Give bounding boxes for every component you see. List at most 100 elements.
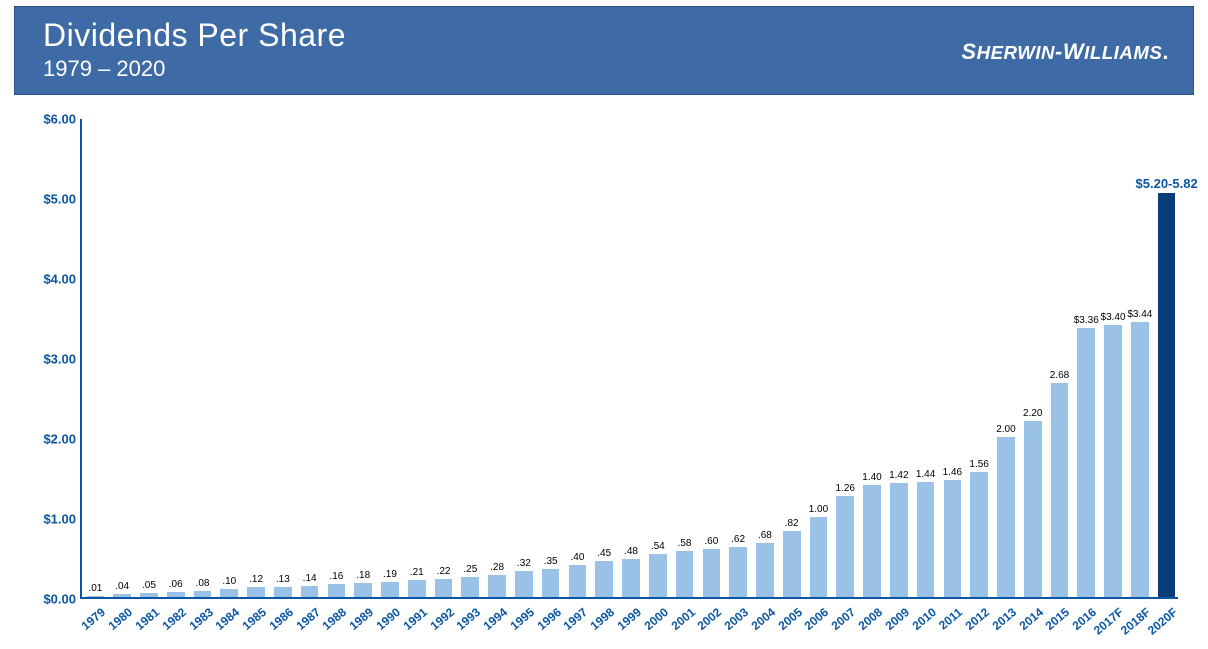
bar [970,472,988,597]
bar [756,543,774,597]
bar [917,482,935,597]
x-tick-label: 2012 [963,605,992,633]
x-tick-label: 1982 [159,605,188,633]
bar [167,592,185,597]
bar-value-label: 1.40 [862,472,881,483]
bar [354,583,372,597]
bar [1024,421,1042,597]
bar [863,485,881,597]
bar-value-label: .06 [169,579,183,590]
x-tick-label: 1986 [266,605,295,633]
x-tick-label: 2007 [829,605,858,633]
bar-value-label: .35 [544,556,558,567]
x-tick-label: 1996 [534,605,563,633]
bar [729,547,747,597]
x-tick-label: 1985 [240,605,269,633]
bar-value-label: .54 [651,541,665,552]
bar-value-label: .21 [410,567,424,578]
y-tick-label: $6.00 [20,112,76,127]
bar [381,582,399,597]
bar [595,561,613,597]
bar [488,575,506,597]
bar [328,584,346,597]
plot-area: $0.00$1.00$2.00$3.00$4.00$5.00$6.00.0119… [80,119,1178,599]
bar-value-label: $3.36 [1074,315,1099,326]
bar-value-label: .45 [597,548,611,559]
bar [113,594,131,597]
bar [1104,325,1122,597]
x-tick-label: 2017F [1091,605,1126,638]
bar-value-label: 1.46 [943,467,962,478]
bar-value-label: .04 [115,581,129,592]
bar [408,580,426,597]
bar-value-label: 1.56 [969,459,988,470]
x-tick-label: 1980 [106,605,135,633]
x-tick-label: 1994 [481,605,510,633]
x-tick-label: 1991 [400,605,429,633]
x-tick-label: 1993 [454,605,483,633]
bar-value-label: .12 [249,574,263,585]
bar [569,565,587,597]
bar [649,554,667,597]
x-tick-label: 1987 [293,605,322,633]
x-tick-label: 2000 [641,605,670,633]
x-tick-label: 1981 [132,605,161,633]
y-axis [80,119,82,599]
bar [1051,383,1069,597]
bar [836,496,854,597]
bar-value-label: .25 [463,564,477,575]
bar-value-label: .10 [222,576,236,587]
bar-value-label: .68 [758,530,772,541]
bar [194,591,212,597]
y-tick-label: $3.00 [20,352,76,367]
bar-value-label: 1.44 [916,469,935,480]
bar-value-label: 2.68 [1050,370,1069,381]
bar-value-label: $5.20-5.82 [1136,176,1198,191]
brand-text: SHERWIN-WILLIAMS [961,39,1162,64]
bar-value-label: .82 [785,518,799,529]
y-tick-label: $4.00 [20,272,76,287]
x-tick-label: 2008 [856,605,885,633]
x-tick-label: 2020F [1145,605,1180,638]
y-tick-label: $1.00 [20,512,76,527]
bar [461,577,479,597]
x-tick-label: 2001 [668,605,697,633]
bar [247,587,265,597]
bar-value-label: .19 [383,569,397,580]
bar [997,437,1015,597]
bar-value-label: 2.20 [1023,408,1042,419]
bar-value-label: .18 [356,570,370,581]
x-tick-label: 2015 [1043,605,1072,633]
bar-value-label: $3.40 [1101,312,1126,323]
x-tick-label: 2018F [1118,605,1153,638]
bar-value-label: .08 [196,578,210,589]
x-tick-label: 2003 [722,605,751,633]
bar [515,571,533,597]
bar [783,531,801,597]
bar-value-label: .58 [678,538,692,549]
bar [87,596,105,597]
x-tick-label: 1997 [561,605,590,633]
bar [301,586,319,597]
x-tick-label: 1984 [213,605,242,633]
bar-value-label: .60 [704,536,718,547]
chart-area: $0.00$1.00$2.00$3.00$4.00$5.00$6.00.0119… [20,119,1188,639]
x-tick-label: 2011 [936,605,965,632]
bar [1077,328,1095,597]
bar [542,569,560,597]
bar-value-label: .22 [437,566,451,577]
x-tick-label: 1999 [615,605,644,633]
bar-value-label: .01 [88,583,102,594]
x-tick-label: 2014 [1016,605,1045,633]
bar [1158,193,1176,597]
bar-value-label: .05 [142,580,156,591]
x-tick-label: 1998 [588,605,617,633]
bar-value-label: .62 [731,534,745,545]
bar-value-label: .13 [276,574,290,585]
x-tick-label: 2005 [775,605,804,633]
x-tick-label: 2009 [882,605,911,633]
bar-value-label: 1.26 [836,483,855,494]
x-tick-label: 1995 [507,605,536,633]
x-axis [80,597,1178,599]
bar [220,589,238,597]
